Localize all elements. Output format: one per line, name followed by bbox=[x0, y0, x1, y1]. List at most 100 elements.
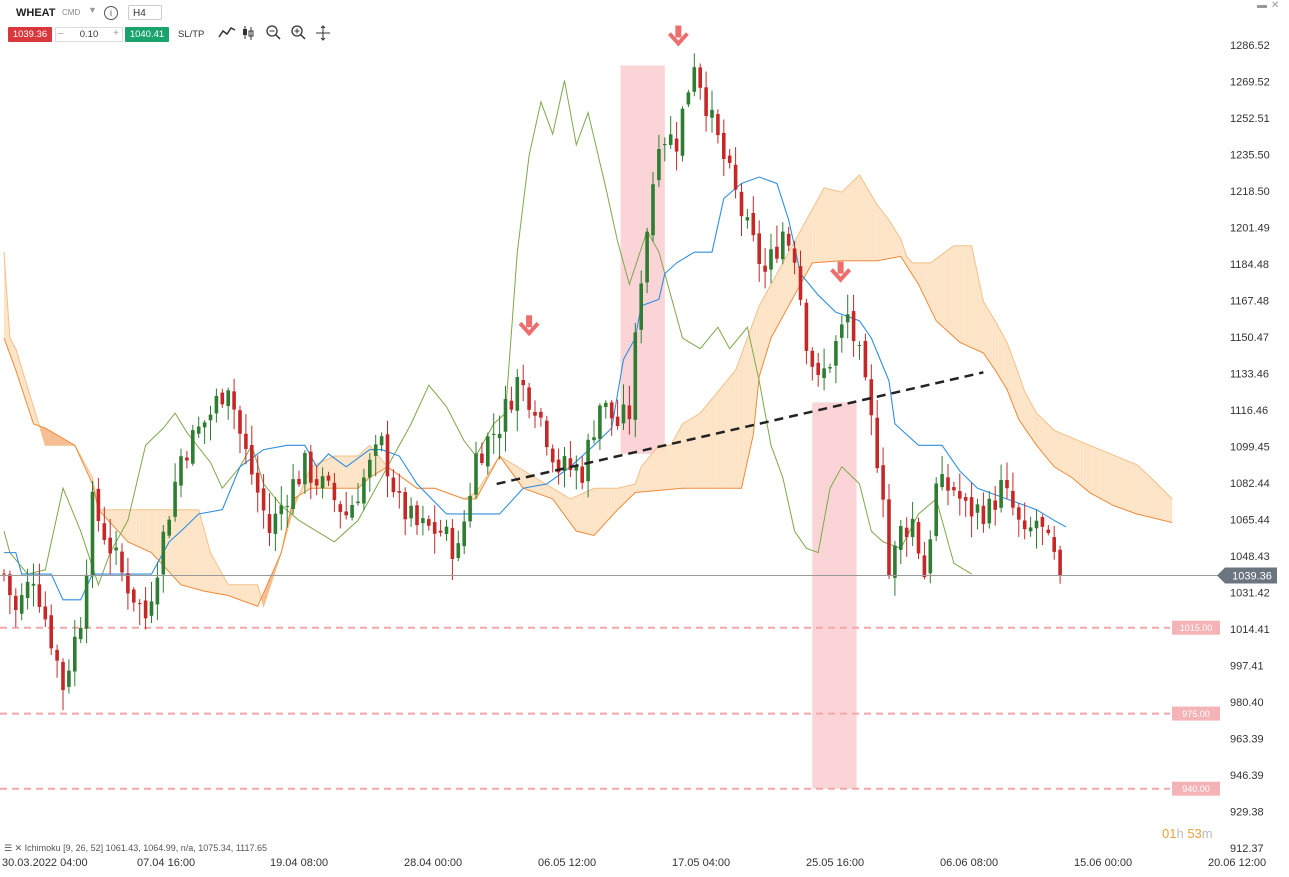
candle-body bbox=[255, 472, 260, 493]
candle-body bbox=[975, 504, 980, 513]
cloud-segment bbox=[650, 452, 653, 492]
candle-body bbox=[615, 416, 620, 426]
cloud-segment bbox=[706, 402, 710, 489]
candle-body bbox=[250, 445, 254, 475]
candle-body bbox=[904, 527, 909, 538]
cloud-segment bbox=[228, 584, 232, 597]
close-icon[interactable]: ✕ bbox=[1271, 0, 1280, 11]
candle-body bbox=[314, 479, 319, 486]
candle-body bbox=[267, 514, 272, 533]
candle-body bbox=[686, 92, 691, 105]
zoom-out-icon[interactable] bbox=[266, 25, 282, 41]
symbol-name[interactable]: WHEAT bbox=[16, 7, 56, 19]
sell-button[interactable]: 1039.36 bbox=[8, 27, 52, 42]
cloud-segment bbox=[638, 466, 642, 493]
cloud-segment bbox=[1083, 442, 1087, 491]
candle-body bbox=[845, 314, 850, 323]
candle-body bbox=[31, 583, 36, 586]
sltp-button[interactable]: SL/TP bbox=[178, 29, 205, 40]
x-tick-label: 15.06 00:00 bbox=[1074, 857, 1132, 869]
candle-body bbox=[43, 606, 48, 620]
cloud-segment bbox=[546, 484, 550, 498]
cloud-segment bbox=[835, 190, 839, 262]
candle-body bbox=[480, 453, 484, 464]
cloud-segment bbox=[962, 245, 966, 345]
candle-body bbox=[297, 478, 301, 485]
cloud-segment bbox=[918, 262, 922, 291]
candle-body bbox=[969, 497, 974, 517]
cloud-segment bbox=[776, 268, 780, 328]
zoom-in-icon[interactable] bbox=[291, 25, 307, 41]
candle-body bbox=[208, 414, 213, 421]
candle-body bbox=[49, 615, 53, 649]
cloud-segment bbox=[573, 496, 577, 532]
cloud-segment bbox=[1145, 472, 1149, 517]
candle-body bbox=[916, 522, 921, 554]
info-icon[interactable]: i bbox=[104, 6, 118, 20]
line-chart-icon[interactable] bbox=[218, 25, 236, 39]
cloud-segment bbox=[363, 447, 367, 483]
cloud-segment bbox=[765, 289, 769, 358]
kijun-sen-line bbox=[4, 176, 1067, 601]
cloud-segment bbox=[1063, 434, 1066, 474]
candle-body bbox=[698, 67, 702, 88]
cloud-segment bbox=[189, 509, 193, 589]
quantity-decrease-button[interactable]: – bbox=[58, 28, 64, 39]
cloud-segment bbox=[717, 388, 721, 489]
quantity-input[interactable]: 0.10 bbox=[55, 27, 123, 42]
candle-body bbox=[651, 184, 655, 236]
cloud-segment bbox=[1036, 413, 1040, 449]
candle-body bbox=[2, 573, 6, 575]
y-tick-label: 997.41 bbox=[1230, 660, 1264, 672]
candle-body bbox=[958, 491, 962, 499]
cloud-segment bbox=[782, 257, 786, 317]
cloud-segment bbox=[537, 479, 541, 495]
cloud-segment bbox=[355, 456, 358, 489]
candle-body bbox=[704, 87, 708, 117]
y-tick-label: 1133.46 bbox=[1230, 368, 1269, 380]
candle-body bbox=[751, 213, 756, 236]
candles-icon[interactable] bbox=[242, 25, 258, 41]
cloud-segment bbox=[101, 509, 105, 517]
cloud-segment bbox=[1163, 490, 1167, 522]
cloud-segment bbox=[1098, 448, 1102, 499]
cloud-segment bbox=[331, 456, 335, 489]
cloud-segment bbox=[1142, 469, 1146, 517]
candle-body bbox=[987, 498, 992, 524]
candle-body bbox=[739, 191, 744, 217]
timeframe-select[interactable]: H4 bbox=[128, 5, 162, 20]
candle-body bbox=[515, 377, 520, 411]
cloud-segment bbox=[1012, 358, 1016, 413]
y-tick-label: 1235.50 bbox=[1230, 149, 1270, 161]
cloud-segment bbox=[599, 488, 603, 530]
minimize-icon[interactable]: ▬ bbox=[1257, 0, 1267, 11]
cloud-segment bbox=[709, 398, 712, 489]
y-tick-label: 1099.45 bbox=[1230, 441, 1270, 453]
cloud-segment bbox=[859, 174, 863, 261]
cloud-segment bbox=[1125, 459, 1128, 511]
indicator-legend[interactable]: ☰ ✕ Ichimoku [9, 26, 52] 1061.43, 1064.9… bbox=[4, 843, 267, 854]
cloud-segment bbox=[564, 495, 568, 520]
y-tick-label: 1167.48 bbox=[1230, 295, 1269, 307]
candle-body bbox=[273, 513, 278, 534]
cloud-segment bbox=[945, 250, 948, 332]
crosshair-icon[interactable] bbox=[315, 25, 331, 41]
candle-body bbox=[1028, 527, 1033, 532]
cloud-segment bbox=[667, 445, 671, 490]
buy-button[interactable]: 1040.41 bbox=[125, 27, 169, 42]
cloud-segment bbox=[136, 509, 140, 548]
indicator-settings-icon[interactable]: ☰ ✕ bbox=[4, 843, 23, 853]
cloud-segment bbox=[561, 493, 565, 516]
candle-body bbox=[621, 404, 626, 424]
quantity-increase-button[interactable]: + bbox=[113, 28, 119, 39]
cloud-segment bbox=[139, 509, 143, 549]
candle-body bbox=[503, 399, 508, 432]
cloud-segment bbox=[1039, 415, 1043, 453]
candle-body bbox=[598, 405, 602, 440]
candle-body bbox=[781, 231, 785, 260]
candle-body bbox=[881, 465, 885, 500]
cloud-segment bbox=[325, 458, 329, 489]
symbol-dropdown-icon[interactable]: ▼ bbox=[88, 5, 97, 15]
cloud-segment bbox=[608, 488, 612, 520]
